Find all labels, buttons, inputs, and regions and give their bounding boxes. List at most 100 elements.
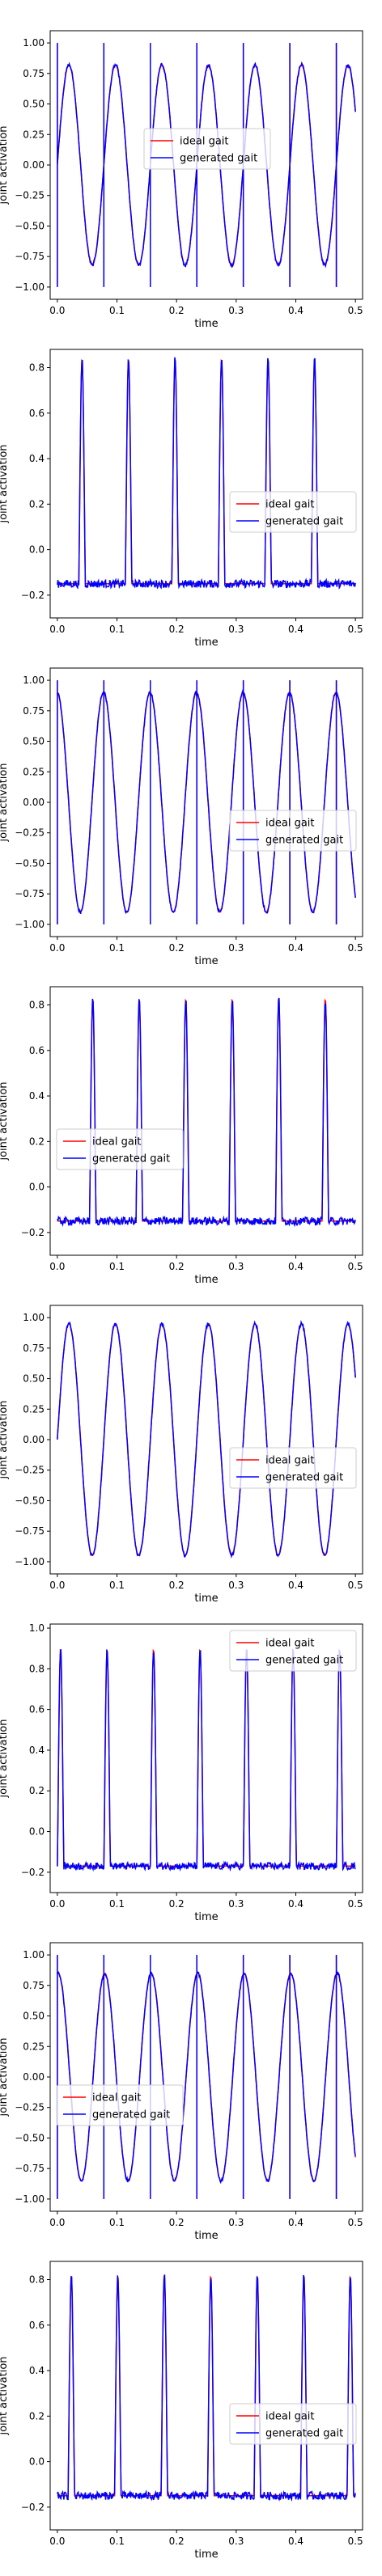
x-tick-label: 0.1 xyxy=(109,2217,125,2228)
legend-entry: generated gait xyxy=(265,835,343,847)
legend-entry: ideal gait xyxy=(265,499,315,511)
x-tick-label: 0.1 xyxy=(109,305,125,316)
y-tick-label: −1.00 xyxy=(15,281,45,293)
legend-entry: ideal gait xyxy=(92,2092,142,2104)
legend: ideal gait generated gait xyxy=(229,491,357,533)
legend-entry: generated gait xyxy=(265,516,343,528)
y-tick-label: −0.2 xyxy=(21,1867,45,1878)
x-tick-label: 0.0 xyxy=(49,942,65,954)
y-tick-label: 0.0 xyxy=(29,1826,45,1838)
x-tick-label: 0.2 xyxy=(169,1261,185,1272)
x-tick-label: 0.0 xyxy=(49,305,65,316)
y-tick-label: 0.6 xyxy=(29,1704,45,1715)
y-tick-label: −0.75 xyxy=(15,888,45,899)
chart-panel: 0.0 0.1 0.2 0.3 0.4 0.5 −1.00 −0.75 −0.50 −0.25 0.… xyxy=(0,1942,363,2242)
y-tick-label: −1.00 xyxy=(15,2193,45,2205)
y-tick-label: 1.0 xyxy=(29,1622,45,1634)
y-axis-label: joint activation xyxy=(0,125,10,205)
y-tick-label: 0.50 xyxy=(23,1373,45,1385)
y-tick-label: −0.25 xyxy=(15,2102,45,2113)
series-line xyxy=(57,1319,356,1559)
axes-frame xyxy=(49,986,363,1256)
x-axis-label: time xyxy=(194,318,218,330)
y-tick-label: −0.2 xyxy=(21,590,45,601)
y-tick-label: 1.00 xyxy=(23,675,45,686)
y-tick-label: 0.6 xyxy=(29,2320,45,2331)
x-axis-label: time xyxy=(194,2549,218,2561)
x-axis-label: time xyxy=(194,955,218,967)
x-tick-label: 0.0 xyxy=(49,624,65,635)
y-tick-label: 1.00 xyxy=(23,1312,45,1323)
x-tick-label: 0.5 xyxy=(348,1580,363,1591)
x-tick-label: 0.4 xyxy=(288,624,303,635)
legend-entry: generated gait xyxy=(180,153,257,165)
y-tick-label: 0.00 xyxy=(23,797,45,808)
legend: ideal gait generated gait xyxy=(229,1630,357,1672)
y-axis-label: joint activation xyxy=(0,1081,10,1161)
x-tick-label: 0.3 xyxy=(228,2536,244,2547)
y-tick-label: 0.25 xyxy=(23,2041,45,2052)
legend-entry: ideal gait xyxy=(265,1638,315,1650)
x-tick-label: 0.1 xyxy=(109,942,125,954)
y-tick-label: −0.25 xyxy=(15,827,45,839)
series-line xyxy=(57,1648,356,1867)
x-tick-label: 0.1 xyxy=(109,624,125,635)
x-tick-label: 0.3 xyxy=(228,2217,244,2228)
x-tick-label: 0.1 xyxy=(109,1580,125,1591)
x-tick-label: 0.2 xyxy=(169,1898,185,1910)
y-tick-label: 0.25 xyxy=(23,1403,45,1415)
series-line xyxy=(57,998,356,1222)
y-tick-label: 0.4 xyxy=(29,1090,45,1102)
y-tick-label: −0.2 xyxy=(21,2502,45,2513)
y-tick-label: 0.2 xyxy=(29,498,45,510)
series-line xyxy=(57,1648,356,1872)
x-axis-label: time xyxy=(194,1593,218,1605)
y-tick-label: −0.25 xyxy=(15,1465,45,1476)
y-tick-label: 0.50 xyxy=(23,736,45,747)
legend-box xyxy=(56,1128,184,1170)
chart-panel: 0.0 0.1 0.2 0.3 0.4 0.5 −0.2 0.0 0.2 0.4 0.6 0.8 1.0… xyxy=(0,1622,363,1923)
chart-panel: 0.0 0.1 0.2 0.3 0.4 0.5 −1.00 −0.75 −0.50 −0.25 0.… xyxy=(0,30,363,330)
x-tick-label: 0.2 xyxy=(169,624,185,635)
y-tick-label: 0.75 xyxy=(23,705,45,717)
chart-panel: 0.0 0.1 0.2 0.3 0.4 0.5 −0.2 0.0 0.2 0.4 0.6 0.8 tim… xyxy=(0,2261,363,2561)
x-tick-label: 0.5 xyxy=(348,942,363,954)
series-line xyxy=(57,2275,356,2497)
series-line xyxy=(57,357,356,590)
y-tick-label: 0.2 xyxy=(29,1785,45,1796)
y-axis-label: joint activation xyxy=(0,444,10,523)
x-tick-label: 0.5 xyxy=(348,1261,363,1272)
y-tick-label: 0.50 xyxy=(23,2011,45,2022)
legend-box xyxy=(229,1630,357,1672)
x-tick-label: 0.4 xyxy=(288,305,303,316)
y-tick-label: 0.8 xyxy=(29,362,45,374)
y-tick-label: 0.75 xyxy=(23,1980,45,1991)
y-tick-label: 0.8 xyxy=(29,1663,45,1674)
legend-entry: ideal gait xyxy=(92,1136,142,1148)
y-tick-label: −1.00 xyxy=(15,919,45,930)
x-tick-label: 0.5 xyxy=(348,624,363,635)
legend-box xyxy=(143,128,271,170)
x-tick-label: 0.3 xyxy=(228,942,244,954)
y-tick-label: 0.6 xyxy=(29,1045,45,1056)
y-tick-label: −0.2 xyxy=(21,1227,45,1238)
y-tick-label: −0.50 xyxy=(15,2132,45,2143)
axes-frame xyxy=(49,667,363,937)
x-tick-label: 0.5 xyxy=(348,2536,363,2547)
y-axis-label: joint activation xyxy=(0,1400,10,1479)
y-tick-label: 0.2 xyxy=(29,2410,45,2422)
x-axis-label: time xyxy=(194,2230,218,2242)
y-tick-label: 0.25 xyxy=(23,129,45,140)
y-tick-label: 0.4 xyxy=(29,2365,45,2376)
x-tick-label: 0.1 xyxy=(109,1898,125,1910)
x-tick-label: 0.4 xyxy=(288,1898,303,1910)
y-tick-label: −0.25 xyxy=(15,190,45,201)
y-axis-label: joint activation xyxy=(0,2356,10,2435)
legend: ideal gait generated gait xyxy=(56,2084,184,2126)
series-line xyxy=(57,43,356,287)
x-tick-label: 0.0 xyxy=(49,1580,65,1591)
legend-entry: generated gait xyxy=(265,1655,343,1667)
series-line xyxy=(57,2274,356,2502)
legend-entry: ideal gait xyxy=(265,818,315,830)
